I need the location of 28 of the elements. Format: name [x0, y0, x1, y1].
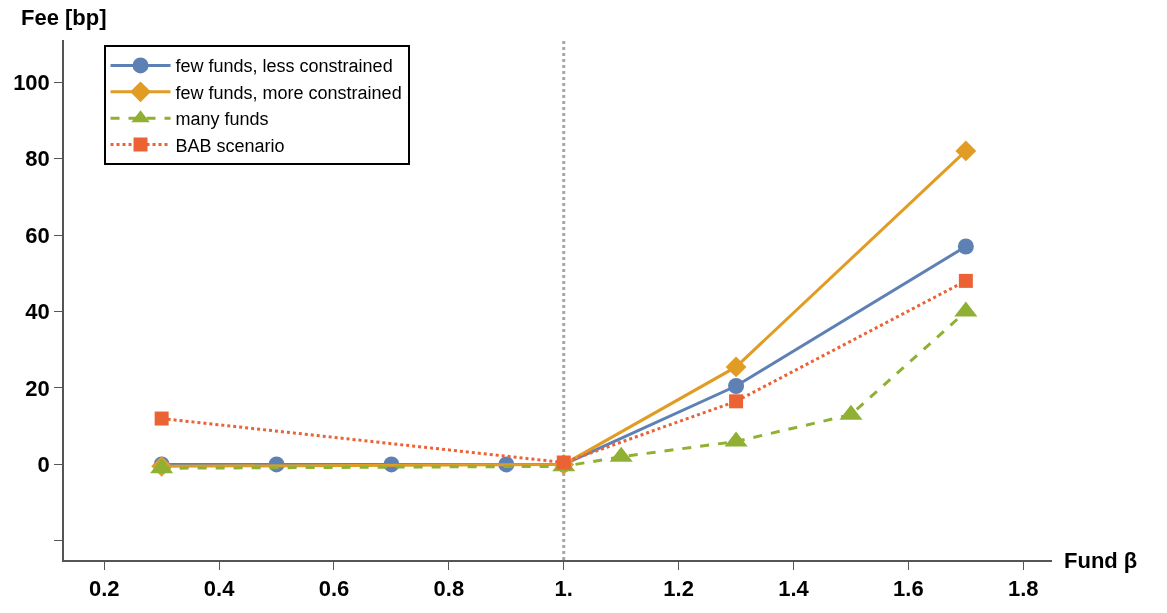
y-tick-label: 40: [25, 299, 50, 325]
x-tick-label: 1.: [554, 576, 573, 602]
x-axis-title: Fund β: [1064, 548, 1138, 573]
legend-label: few funds, less constrained: [175, 56, 393, 77]
x-tick-label: 0.6: [318, 576, 350, 602]
y-tick-label: 0: [37, 452, 50, 478]
x-tick-label: 1.4: [778, 576, 810, 602]
y-tick-label: 100: [13, 69, 50, 95]
legend-label: many funds: [175, 109, 269, 130]
point: [154, 411, 169, 426]
y-tick-label: 20: [25, 375, 50, 401]
point: [958, 273, 973, 288]
x-tick-label: 1.6: [893, 576, 924, 602]
legend-label: BAB scenario: [175, 135, 285, 156]
point: [725, 356, 747, 378]
x-tick-label: 1.8: [1007, 576, 1039, 602]
point: [729, 394, 744, 409]
y-tick-label: 60: [25, 222, 50, 248]
y-tick-label: 80: [25, 146, 50, 172]
x-tick-label: 0.2: [88, 576, 120, 602]
x-tick-label: 1.2: [663, 576, 694, 602]
x-tick-label: 0.8: [433, 576, 465, 602]
point: [957, 238, 974, 255]
point: [955, 140, 977, 162]
x-tick-label: 0.4: [203, 576, 236, 602]
legend-label: few funds, more constrained: [175, 82, 402, 103]
y-axis-title: Fee [bp]: [21, 5, 107, 30]
point: [728, 378, 745, 395]
